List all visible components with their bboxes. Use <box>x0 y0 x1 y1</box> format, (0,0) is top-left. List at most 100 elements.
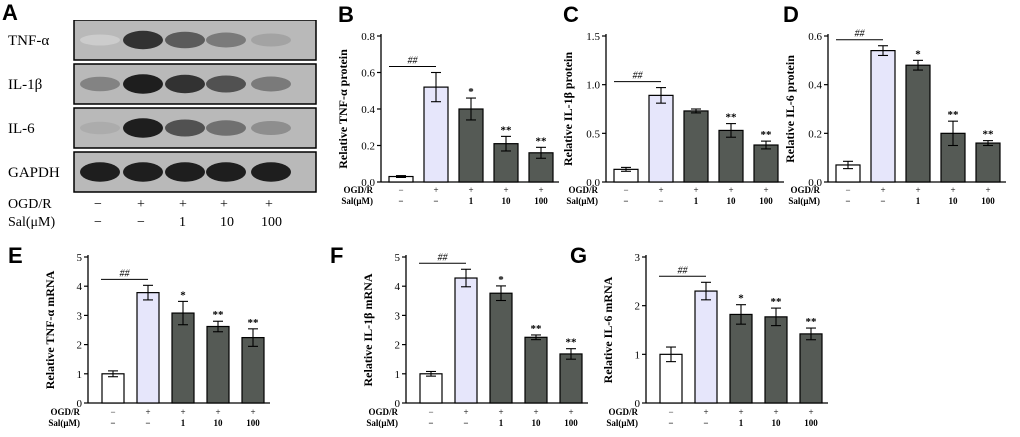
sal-value: − <box>668 418 673 428</box>
blot-ogdr-sign: + <box>137 197 145 212</box>
sal-value: − <box>428 418 433 428</box>
sal-value: 10 <box>532 418 542 428</box>
blot-band <box>251 121 291 135</box>
significance-mark: ** <box>806 316 818 328</box>
blot-ogdr-sign: + <box>220 197 228 212</box>
significance-mark: ** <box>771 296 783 308</box>
significance-mark: ## <box>120 268 131 279</box>
y-axis-title: Relative TNF-α mRNA <box>43 270 57 389</box>
ogdr-sign: + <box>568 407 573 417</box>
blot-band <box>165 74 205 94</box>
blot-band <box>165 31 205 49</box>
ogdr-sign: + <box>463 407 468 417</box>
y-axis-title: Relative IL-6 mRNA <box>601 276 615 383</box>
sal-value: 10 <box>949 196 959 206</box>
significance-mark: ** <box>566 337 578 349</box>
y-axis-title: Relative TNF-α protein <box>336 49 350 169</box>
y-tick-label: 0.2 <box>361 141 375 153</box>
significance-mark: ## <box>855 29 866 40</box>
sal-value: 100 <box>246 418 260 428</box>
sal-value: 1 <box>181 418 186 428</box>
ogdr-sign: + <box>215 407 220 417</box>
blot-band <box>123 162 163 182</box>
significance-mark: * <box>468 86 474 98</box>
ogdr-sign: + <box>533 407 538 417</box>
y-tick-label: 1 <box>77 369 83 381</box>
y-tick-label: 2 <box>635 301 641 313</box>
significance-mark: ** <box>531 323 543 335</box>
blot-sal-value: 10 <box>220 215 234 230</box>
y-tick-label: 0.0 <box>361 177 375 189</box>
sal-value: 1 <box>694 196 699 206</box>
blot-band <box>165 162 205 182</box>
ogdr-sign: + <box>498 407 503 417</box>
significance-mark: ** <box>536 135 548 147</box>
bar <box>419 373 443 404</box>
blot-band <box>206 32 246 48</box>
sal-value: 100 <box>804 418 818 428</box>
y-tick-label: 5 <box>77 252 83 264</box>
blot-band <box>123 74 163 94</box>
sal-value: − <box>703 418 708 428</box>
blot-band <box>251 33 291 47</box>
significance-mark: ** <box>501 124 513 136</box>
sal-value: 100 <box>759 196 773 206</box>
y-axis-title: Relative IL-1β protein <box>561 52 575 166</box>
sal-value: − <box>145 418 150 428</box>
blot-band <box>123 30 163 50</box>
ogdr-sign: + <box>658 185 663 195</box>
bar <box>171 312 195 404</box>
significance-mark: ** <box>213 309 225 321</box>
blot-band <box>206 75 246 93</box>
panel-letter-a: A <box>2 0 18 25</box>
ogdr-sign: − <box>845 185 850 195</box>
significance-mark: ** <box>948 109 960 121</box>
sal-value: 10 <box>772 418 782 428</box>
significance-mark: * <box>915 48 921 60</box>
bar <box>694 290 718 404</box>
ogdr-sign: + <box>433 185 438 195</box>
y-tick-label: 3 <box>395 310 401 322</box>
ogdr-sign: − <box>110 407 115 417</box>
blot-sal-label: Sal(μM) <box>8 215 56 230</box>
bar <box>241 336 265 404</box>
y-tick-label: 1 <box>635 349 641 361</box>
sal-value: − <box>463 418 468 428</box>
bar <box>905 64 931 183</box>
blot-label-il6: IL-6 <box>8 121 35 137</box>
y-tick-label: 0.4 <box>361 104 375 116</box>
sal-value: − <box>433 196 438 206</box>
bar <box>458 108 484 183</box>
ogdr-sign: + <box>950 185 955 195</box>
y-tick-label: 0.0 <box>808 177 822 189</box>
ogdr-sign: + <box>763 185 768 195</box>
ogdr-sign: + <box>880 185 885 195</box>
sal-label: Sal(μM) <box>48 418 80 428</box>
bar <box>454 277 478 404</box>
bar <box>648 94 674 183</box>
y-axis-title: Relative IL-6 protein <box>783 55 797 163</box>
sal-label: Sal(μM) <box>341 196 373 206</box>
ogdr-sign: + <box>808 407 813 417</box>
bar <box>753 144 779 183</box>
sal-value: − <box>398 196 403 206</box>
sal-value: 1 <box>916 196 921 206</box>
y-tick-label: 1.5 <box>586 31 600 43</box>
bar <box>764 316 788 404</box>
ogdr-sign: + <box>145 407 150 417</box>
sal-value: − <box>658 196 663 206</box>
ogdr-sign: + <box>985 185 990 195</box>
y-tick-label: 3 <box>635 252 641 264</box>
significance-mark: ** <box>983 129 995 141</box>
blot-band <box>80 121 120 135</box>
bar <box>718 129 744 183</box>
blot-label-gapdh: GAPDH <box>8 165 60 181</box>
ogdr-label: OGD/R <box>568 185 598 195</box>
sal-value: 100 <box>564 418 578 428</box>
sal-label: Sal(μM) <box>788 196 820 206</box>
bar <box>423 86 449 183</box>
y-tick-label: 0 <box>77 398 83 410</box>
sal-value: − <box>623 196 628 206</box>
ogdr-sign: + <box>915 185 920 195</box>
